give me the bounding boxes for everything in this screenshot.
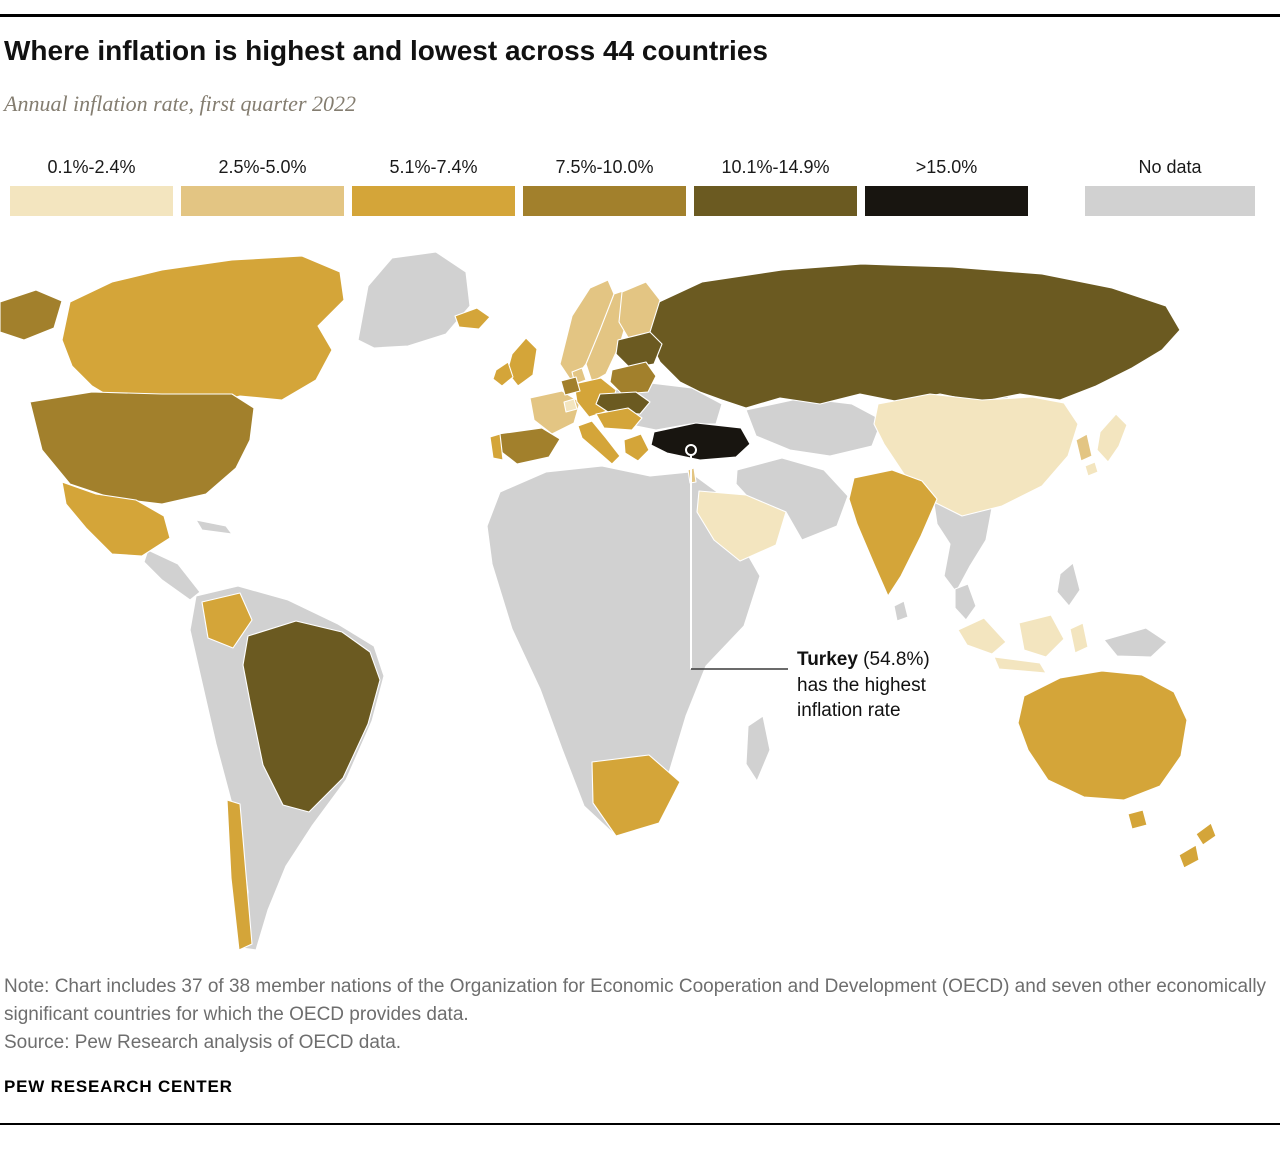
legend-item-bucket-5: 10.1%-14.9% bbox=[694, 157, 857, 217]
country-united-states bbox=[29, 391, 255, 505]
country-poland bbox=[609, 361, 657, 395]
country-indonesia-borneo bbox=[1018, 614, 1065, 658]
country-indonesia-sumatra bbox=[957, 617, 1007, 655]
legend-label: 2.5%-5.0% bbox=[218, 157, 307, 178]
source-text: Source: Pew Research analysis of OECD da… bbox=[4, 1032, 402, 1054]
legend-item-bucket-1: 0.1%-2.4% bbox=[10, 157, 173, 217]
legend-item-bucket-3: 5.1%-7.4% bbox=[352, 157, 515, 217]
region-central-asia bbox=[745, 397, 883, 457]
legend-swatch bbox=[181, 186, 344, 217]
country-indonesia-java bbox=[993, 656, 1047, 674]
country-south-africa bbox=[591, 754, 681, 837]
country-ireland bbox=[492, 361, 514, 387]
country-turkey bbox=[650, 422, 751, 461]
region-baltic-states bbox=[615, 331, 663, 369]
country-new-zealand-south bbox=[1178, 844, 1200, 869]
footnotes: Note: Chart includes 37 of 38 member nat… bbox=[4, 973, 1270, 1057]
country-saudi-arabia bbox=[696, 490, 787, 562]
country-cuba bbox=[195, 519, 233, 535]
country-japan-south bbox=[1084, 461, 1099, 477]
country-indonesia-sulawesi bbox=[1069, 622, 1089, 654]
annotation-country-name: Turkey bbox=[797, 649, 858, 671]
legend-item-no-data: No data bbox=[1085, 157, 1255, 217]
note-text: Note: Chart includes 37 of 38 member nat… bbox=[4, 976, 1267, 1025]
country-sri-lanka bbox=[893, 600, 909, 622]
country-australia-tasmania bbox=[1127, 809, 1148, 830]
annotation-description: has the highest inflation rate bbox=[797, 674, 926, 722]
country-portugal bbox=[489, 433, 504, 461]
country-south-korea bbox=[1075, 433, 1093, 462]
region-malay-peninsula bbox=[954, 583, 977, 621]
country-chile bbox=[226, 799, 253, 951]
region-middle-east bbox=[735, 457, 849, 541]
page-title: Where inflation is highest and lowest ac… bbox=[4, 35, 768, 66]
legend-swatch bbox=[352, 186, 515, 217]
country-italy bbox=[577, 420, 621, 465]
legend-item-bucket-4: 7.5%-10.0% bbox=[523, 157, 686, 217]
annotation-leader bbox=[685, 444, 788, 670]
country-greenland bbox=[357, 251, 471, 349]
legend-item-bucket-2: 2.5%-5.0% bbox=[181, 157, 344, 217]
legend-label: 10.1%-14.9% bbox=[721, 157, 830, 178]
country-philippines bbox=[1056, 562, 1081, 607]
legend-label: 5.1%-7.4% bbox=[389, 157, 478, 178]
legend-swatch bbox=[694, 186, 857, 217]
legend-label: >15.0% bbox=[915, 157, 978, 178]
country-colombia bbox=[201, 592, 253, 649]
country-spain bbox=[497, 427, 561, 465]
legend-label: 7.5%-10.0% bbox=[555, 157, 654, 178]
colored-countries bbox=[0, 255, 1217, 951]
country-russia bbox=[645, 263, 1181, 409]
chart-subtitle: Annual inflation rate, first quarter 202… bbox=[4, 91, 357, 117]
top-rule bbox=[0, 14, 1280, 17]
country-switzerland bbox=[563, 398, 578, 413]
legend-swatch bbox=[10, 186, 173, 217]
turkey-annotation: Turkey (54.8%) has the highest inflation… bbox=[797, 647, 949, 724]
country-brazil bbox=[242, 620, 381, 813]
country-greece bbox=[623, 433, 650, 462]
region-central-america bbox=[143, 549, 201, 601]
legend-label: 0.1%-2.4% bbox=[47, 157, 136, 178]
world-map bbox=[0, 251, 1217, 951]
country-japan-main bbox=[1096, 413, 1128, 463]
region-new-guinea bbox=[1103, 627, 1168, 658]
annotation-line-1: Turkey (54.8%) bbox=[797, 647, 949, 673]
bottom-rule bbox=[0, 1122, 1280, 1125]
legend-swatch bbox=[1085, 186, 1255, 217]
country-india bbox=[848, 469, 938, 597]
world-map-container: Turkey (54.8%) has the highest inflation… bbox=[0, 244, 1280, 959]
legend-swatch bbox=[523, 186, 686, 217]
country-czech-slovakia bbox=[595, 391, 651, 415]
legend-item-bucket-6: >15.0% bbox=[865, 157, 1028, 217]
legend-label: No data bbox=[1138, 157, 1202, 178]
country-mexico bbox=[61, 481, 171, 557]
country-iceland bbox=[454, 307, 491, 330]
country-netherlands-belgium bbox=[560, 376, 581, 396]
country-austria-hungary bbox=[595, 407, 643, 431]
country-madagascar bbox=[745, 715, 771, 782]
legend-swatch bbox=[865, 186, 1028, 217]
country-canada bbox=[61, 255, 345, 407]
legend: 0.1%-2.4% 2.5%-5.0% 5.1%-7.4% 7.5%-10.0%… bbox=[0, 157, 1280, 217]
country-united-states-alaska bbox=[0, 289, 63, 341]
country-new-zealand-north bbox=[1195, 822, 1217, 846]
country-france bbox=[529, 390, 581, 435]
annotation-country-value: (54.8%) bbox=[857, 649, 930, 671]
pew-research-center-wordmark: PEW RESEARCH CENTER bbox=[4, 1076, 233, 1096]
country-australia bbox=[1017, 670, 1188, 801]
